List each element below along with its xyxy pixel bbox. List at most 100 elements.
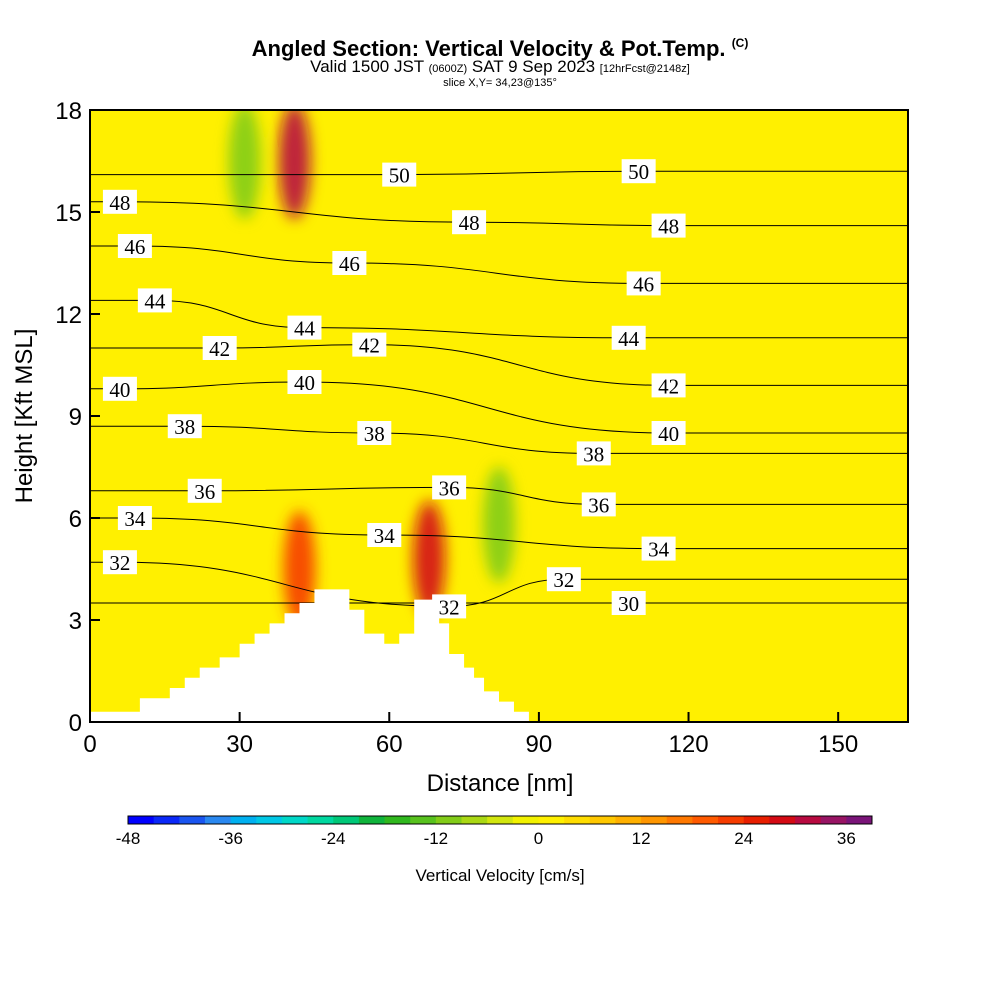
contour-label-text: 42: [359, 334, 380, 358]
contour-label: 42: [651, 373, 686, 398]
contour-label-text: 44: [294, 317, 316, 341]
contour-label-bg: [432, 475, 467, 500]
x-tick-label: 90: [526, 731, 553, 758]
velocity-feature: [228, 110, 261, 219]
contour-label: 38: [576, 441, 611, 466]
colorbar-swatch: [820, 816, 847, 824]
contour-label-bg: [626, 271, 661, 296]
contour-label-text: 32: [109, 551, 130, 575]
contour-label: 34: [117, 506, 152, 531]
contour-label-text: 36: [439, 476, 460, 500]
colorbar-label: Vertical Velocity [cm/s]: [415, 866, 584, 885]
y-tick-label: 3: [69, 608, 82, 635]
contour-label-bg: [576, 441, 611, 466]
colorbar-swatch: [358, 816, 386, 824]
colorbar-swatch: [564, 816, 591, 824]
chart-subtitle: Valid 1500 JST (0600Z) SAT 9 Sep 2023 [1…: [0, 58, 1000, 78]
contour-label: 36: [581, 492, 616, 517]
contour-label: 50: [621, 159, 656, 184]
colorbar-swatch: [718, 816, 745, 824]
colorbar-swatch: [230, 816, 257, 824]
y-tick-label: 15: [55, 200, 82, 227]
contour-label-bg: [546, 567, 581, 592]
contour-label: 46: [626, 271, 661, 296]
velocity-feature: [413, 500, 446, 617]
contour-label-text: 46: [124, 235, 145, 259]
contour-label-text: 50: [389, 164, 410, 188]
velocity-feature: [278, 110, 311, 219]
subtitle-forecast: [12hrFcst@2148z]: [599, 63, 690, 75]
contour-label-bg: [651, 421, 686, 445]
contour-label-text: 48: [459, 211, 480, 235]
contour-label-bg: [332, 251, 367, 275]
colorbar: -48 -36 -24 -12 0 12 24 36: [116, 815, 873, 848]
contour-label-text: 34: [648, 538, 670, 562]
contour-label: 38: [167, 414, 202, 439]
colorbar-swatch: [615, 816, 642, 824]
chart-title-text: Angled Section: Vertical Velocity & Pot.…: [251, 36, 726, 61]
contour-label-text: 48: [658, 215, 679, 239]
colorbar-swatch: [538, 816, 565, 824]
colorbar-swatch: [666, 816, 693, 824]
colorbar-tick-label: 0: [534, 829, 543, 848]
contour-label-bg: [357, 421, 392, 445]
colorbar-swatch: [795, 816, 822, 824]
contour-label-text: 38: [364, 422, 385, 446]
contour-label-text: 36: [588, 493, 609, 517]
contour-label-bg: [611, 325, 646, 350]
contour-label-text: 48: [109, 191, 130, 215]
contour-label-bg: [167, 414, 202, 439]
colorbar-swatch: [487, 816, 514, 824]
contour-label: 44: [611, 325, 646, 351]
contour-label-bg: [202, 336, 237, 360]
chart-title: Angled Section: Vertical Velocity & Pot.…: [0, 36, 1000, 62]
colorbar-swatch: [435, 816, 463, 824]
x-axis-label: Distance [nm]: [427, 770, 574, 797]
contour-label: 34: [367, 523, 402, 548]
contour-label-text: 44: [618, 327, 640, 351]
chart-title-mark: (C): [731, 36, 749, 50]
velocity-background: [90, 110, 908, 722]
contour-label: 42: [352, 332, 387, 358]
contour-label: 42: [202, 336, 237, 361]
contour-label-bg: [641, 536, 676, 561]
y-tick-label: 6: [69, 506, 82, 533]
colorbar-swatch: [333, 816, 360, 824]
contour-label-text: 42: [658, 374, 679, 398]
y-tick-label: 0: [69, 710, 82, 737]
contour-label: 44: [137, 288, 172, 313]
colorbar-tick-label: -12: [424, 829, 449, 848]
subtitle-date: SAT 9 Sep 2023: [471, 57, 596, 76]
x-tick-label: 0: [83, 731, 96, 758]
colorbar-swatch: [153, 816, 180, 824]
contour-label-bg: [117, 506, 152, 530]
contour-label-bg: [117, 234, 152, 258]
y-axis-label: Height [Kft MSL]: [11, 329, 38, 504]
contour-label-text: 44: [144, 289, 166, 313]
colorbar-swatch: [307, 816, 334, 824]
contour-label-text: 46: [633, 272, 654, 296]
velocity-field: [90, 110, 908, 722]
contour-label-text: 38: [583, 442, 604, 466]
subtitle-valid: Valid 1500 JST: [310, 57, 424, 76]
contour-label: 32: [432, 594, 467, 619]
contour-label-bg: [651, 373, 686, 398]
contour-label-bg: [651, 213, 686, 238]
contour-label-bg: [581, 492, 616, 517]
colorbar-tick-label: 12: [632, 829, 651, 848]
contour-label: 32: [102, 550, 137, 575]
contour-label-bg: [621, 159, 656, 184]
contour-label: 40: [651, 421, 686, 446]
theta-contour-50: [90, 170, 908, 176]
contour-label-text: 34: [124, 507, 146, 531]
contour-label-text: 42: [209, 337, 230, 361]
contour-label: 50: [382, 162, 417, 188]
colorbar-swatch: [641, 816, 668, 824]
colorbar-tick-label: -36: [218, 829, 243, 848]
subtitle-zulu: (0600Z): [428, 63, 468, 75]
contour-label-text: 32: [553, 568, 574, 592]
colorbar-swatch: [128, 816, 155, 824]
colorbar-tick-label: 36: [837, 829, 856, 848]
colorbar-swatch: [256, 816, 283, 824]
contour-label-text: 30: [618, 592, 639, 616]
